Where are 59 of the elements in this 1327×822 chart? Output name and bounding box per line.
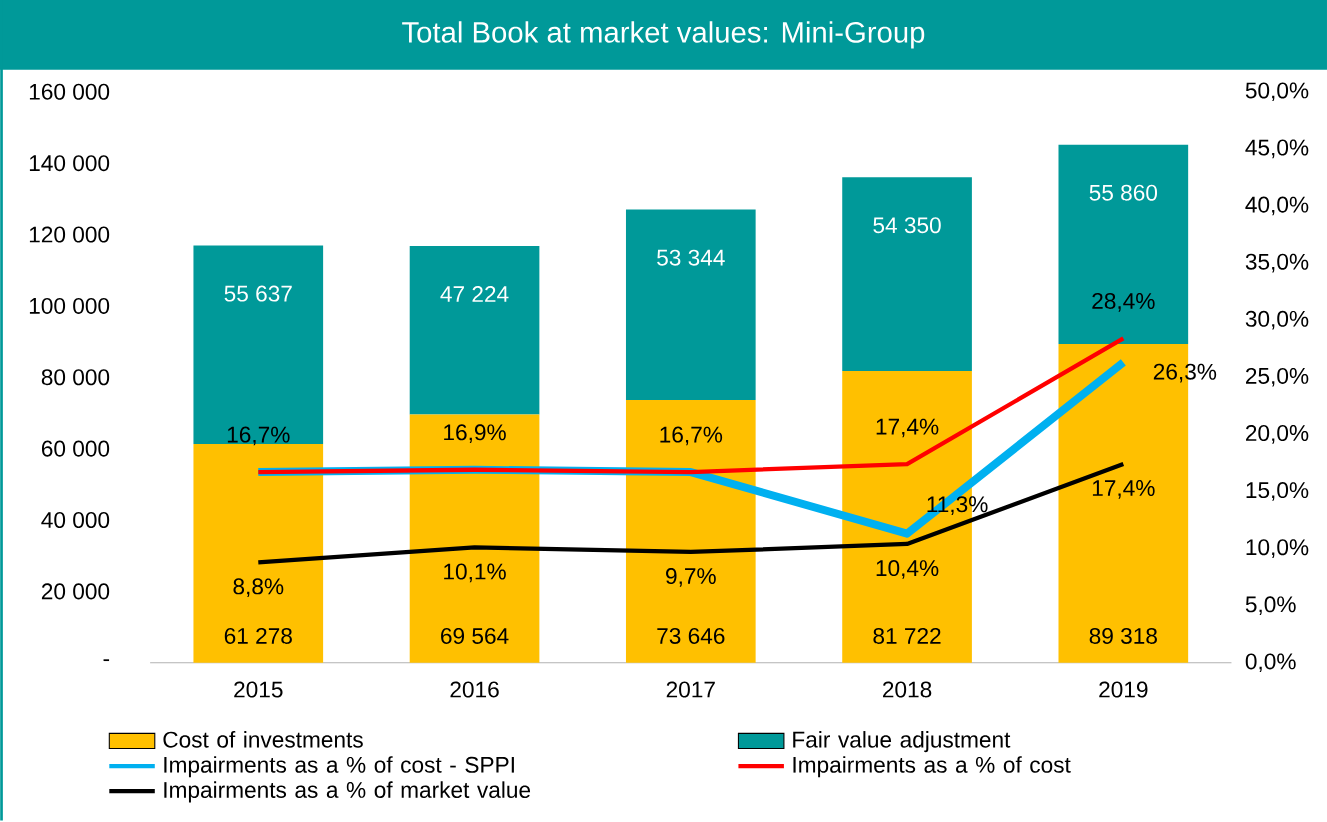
data-label: 53 344: [657, 249, 725, 266]
data-label: 10,1%: [444, 563, 506, 583]
data-label: 89 318: [1089, 627, 1157, 644]
y-tick-label: 40 000: [41, 512, 110, 529]
y2-tick-label: 45,0%: [1245, 139, 1309, 159]
bar: [409, 414, 540, 663]
y2-tick-label: 10,0%: [1246, 539, 1309, 558]
y-tick-label: 60 000: [41, 440, 110, 457]
bar: [193, 245, 324, 445]
y2-tick-label: 20,0%: [1246, 425, 1309, 444]
y-tick-label: 160 000: [29, 83, 110, 100]
data-label: 9,7%: [666, 568, 716, 587]
data-label: 16,7%: [227, 426, 290, 446]
bar: [193, 444, 324, 663]
bar: [625, 399, 756, 663]
data-label: 54 350: [873, 217, 941, 234]
legend-label: Cost of investments: [163, 731, 363, 748]
data-label: 73 646: [657, 627, 725, 644]
y2-tick-label: 35,0%: [1245, 253, 1309, 273]
data-label: 16,9%: [444, 424, 506, 443]
y-tick-label: -: [103, 659, 110, 662]
y-tick-label: 120 000: [29, 226, 110, 243]
legend-label: Fair value adjustment: [793, 731, 1011, 753]
x-tick-label: 2018: [882, 681, 932, 698]
bar: [625, 209, 756, 400]
x-tick-label: 2017: [666, 681, 715, 698]
bar: [1058, 144, 1189, 344]
legend-label: Impairments as a % of market value: [164, 781, 531, 803]
data-label: 17,4%: [1092, 480, 1155, 499]
data-label: 28,4%: [1092, 292, 1155, 312]
y2-tick-label: 15,0%: [1246, 482, 1309, 501]
data-label: 10,4%: [876, 560, 939, 579]
data-label: 55 637: [224, 285, 292, 302]
y2-tick-label: 40,0%: [1245, 196, 1309, 216]
legend-label: Impairments as a % of cost - SPPI: [164, 756, 514, 778]
y-tick-label: 80 000: [41, 369, 110, 386]
y2-tick-label: 0,0%: [1245, 653, 1296, 673]
y2-tick-label: 50,0%: [1245, 82, 1309, 102]
x-tick-label: 2019: [1099, 681, 1148, 698]
y-tick-label: 20 000: [41, 583, 110, 600]
y-tick-label: 140 000: [29, 155, 110, 172]
y2-tick-label: 25,0%: [1246, 367, 1309, 387]
y2-tick-label: 5,0%: [1245, 596, 1296, 615]
x-tick-label: 2015: [234, 681, 283, 698]
data-label: 8,8%: [233, 578, 284, 598]
data-label: 47 224: [440, 286, 509, 302]
chart-title: Total Book at market values: Mini-Group: [402, 21, 925, 49]
data-label: 81 722: [873, 627, 941, 644]
x-tick-label: 2016: [450, 681, 499, 698]
data-label: 61 278: [224, 627, 292, 644]
data-label: 17,4%: [876, 418, 939, 438]
bar: [842, 177, 972, 372]
data-label: 55 860: [1089, 184, 1158, 201]
y2-tick-label: 30,0%: [1245, 310, 1309, 330]
data-label: 16,7%: [660, 426, 723, 446]
legend-label: Impairments as a % of cost: [793, 756, 1071, 778]
data-label: 69 564: [441, 627, 509, 644]
y-tick-label: 100 000: [29, 297, 110, 314]
bar: [409, 245, 540, 415]
